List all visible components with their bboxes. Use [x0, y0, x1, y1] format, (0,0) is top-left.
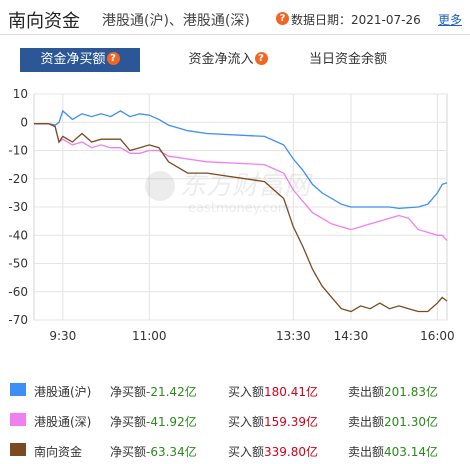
net-buy-label: 净买额: [110, 445, 147, 459]
net-buy-value: -41.92亿: [146, 415, 197, 429]
watermark: 东方财富网 eastmoney.com: [145, 171, 313, 216]
x-axis: 9:30 11:00 13:30 14:30 16:00: [49, 329, 454, 343]
sell-value: 403.14亿: [384, 445, 439, 459]
x-tick-label: 9:30: [49, 329, 76, 343]
question-icon[interactable]: ?: [106, 52, 120, 65]
sell-value: 201.83亿: [384, 385, 439, 399]
y-tick-label: -30: [8, 200, 28, 214]
question-icon[interactable]: ?: [254, 52, 268, 65]
net-buy-value: -63.34亿: [146, 445, 197, 459]
page-title: 南向资金: [8, 11, 80, 32]
legend-swatch-south[interactable]: [10, 443, 26, 456]
net-buy-chart: 东方财富网 eastmoney.com 10 0 -10 -20 -30 -40 -50 -6…: [8, 87, 454, 343]
watermark-cn: 东方财富网: [180, 171, 313, 201]
net-buy-value: -21.42亿: [146, 385, 197, 399]
more-link[interactable]: 更多: [438, 13, 463, 27]
net-buy-label: 净买额: [110, 385, 147, 399]
series-lines: [34, 109, 448, 313]
legend-name: 港股通(深): [34, 415, 92, 429]
page-subtitle: 港股通(沪)、港股通(深): [102, 13, 250, 29]
series-line-1: [34, 123, 448, 242]
net-buy-label: 净买额: [110, 415, 147, 429]
tab-net-inflow-label: 资金净流入: [188, 52, 254, 67]
x-tick-label: 13:30: [276, 329, 311, 343]
header: 南向资金 港股通(沪)、港股通(深) ? 数据日期：2021-07-26 更多: [0, 0, 470, 36]
tab-net-buy-label: 资金净买额: [40, 52, 106, 67]
buy-value: 339.80亿: [264, 445, 319, 459]
y-tick-label: -60: [8, 285, 28, 299]
x-tick-label: 16:00: [420, 329, 455, 343]
tab-net-inflow[interactable]: 资金净流入?: [168, 48, 288, 72]
legend-row-sz: 港股通(深) 净买额-41.92亿 买入额159.39亿 卖出额201.30亿: [0, 406, 470, 434]
sell-label: 卖出额: [348, 415, 385, 429]
y-tick-label: 10: [13, 87, 28, 101]
buy-label: 买入额: [228, 385, 265, 399]
series-line-2: [34, 123, 448, 313]
tab-daily-balance-label: 当日资金余额: [308, 52, 387, 67]
y-tick-label: -50: [8, 257, 28, 271]
header-divider: [0, 34, 470, 35]
buy-value: 159.39亿: [264, 415, 319, 429]
data-date-label: 数据日期：2021-07-26: [291, 13, 421, 27]
x-tick-label: 11:00: [132, 329, 167, 343]
tab-daily-balance[interactable]: 当日资金余额: [298, 48, 398, 72]
legend-name: 南向资金: [34, 445, 83, 459]
legend-swatch-sz[interactable]: [10, 413, 26, 426]
y-tick-label: 0: [20, 115, 28, 129]
sell-value: 201.30亿: [384, 415, 439, 429]
y-tick-label: -20: [8, 172, 28, 186]
y-tick-label: -10: [8, 144, 28, 158]
y-tick-label: -40: [8, 228, 28, 242]
buy-label: 买入额: [228, 415, 265, 429]
legend-name: 港股通(沪): [34, 385, 92, 399]
y-tick-label: -70: [8, 313, 28, 327]
legend-swatch-sh[interactable]: [10, 383, 26, 396]
question-icon[interactable]: ?: [276, 12, 289, 25]
watermark-en: eastmoney.com: [188, 201, 290, 216]
watermark-logo-icon: [145, 171, 175, 201]
y-axis: 10 0 -10 -20 -30 -40 -50 -60 -70: [8, 87, 28, 327]
sell-label: 卖出额: [348, 445, 385, 459]
legend-row-south: 南向资金 净买额-63.34亿 买入额339.80亿 卖出额403.14亿: [0, 436, 470, 464]
sell-label: 卖出额: [348, 385, 385, 399]
legend-row-sh: 港股通(沪) 净买额-21.42亿 买入额180.41亿 卖出额201.83亿: [0, 376, 470, 404]
tab-net-buy[interactable]: 资金净买额?: [20, 48, 140, 72]
series-line-0: [34, 109, 448, 210]
x-tick-label: 14:30: [334, 329, 369, 343]
buy-label: 买入额: [228, 445, 265, 459]
chart-grid: [33, 93, 448, 321]
buy-value: 180.41亿: [264, 385, 319, 399]
